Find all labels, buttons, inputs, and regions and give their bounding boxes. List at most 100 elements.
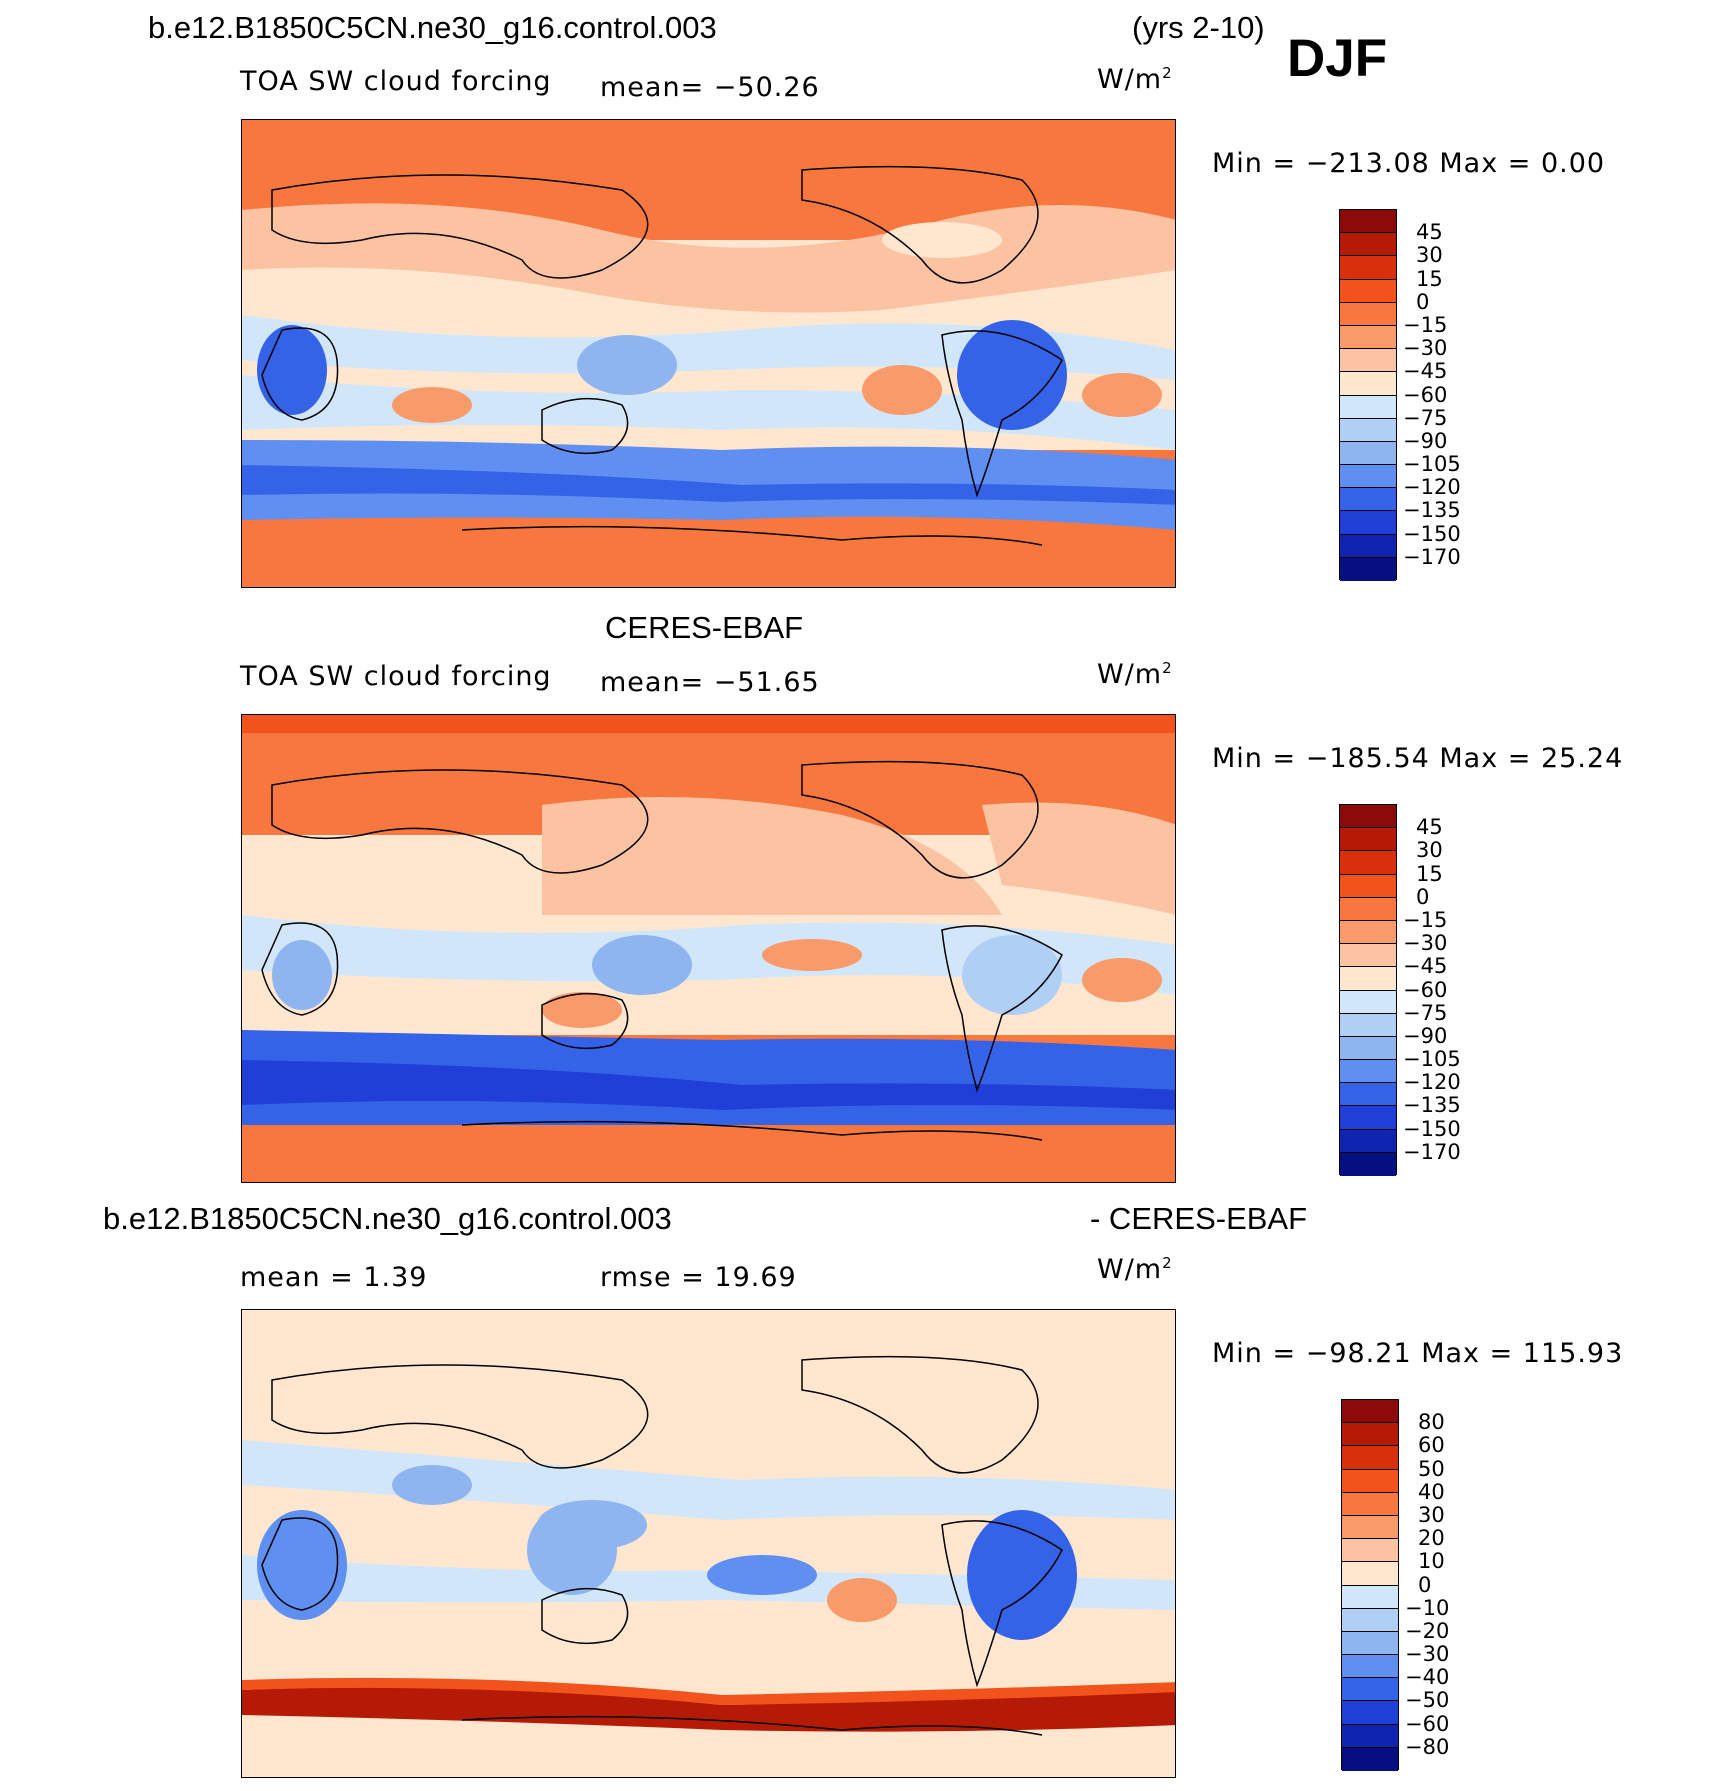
colorbar-tick-label: 0 xyxy=(1416,884,1430,909)
colorbar-swatch xyxy=(1340,805,1396,829)
colorbar-swatch xyxy=(1340,465,1396,489)
panel1-mean: mean= −50.26 xyxy=(600,72,820,103)
colorbar-tick-label: −105 xyxy=(1403,452,1461,477)
colorbar-tick-label: 0 xyxy=(1416,289,1430,314)
colorbar-swatch xyxy=(1340,325,1396,350)
panel3-map xyxy=(241,1309,1176,1778)
season-label: DJF xyxy=(1287,29,1388,88)
colorbar-swatch xyxy=(1340,233,1396,257)
colorbar-swatch xyxy=(1340,349,1396,373)
panel2-map xyxy=(241,714,1176,1183)
colorbar-swatch xyxy=(1340,557,1396,581)
colorbar-tick-label: −20 xyxy=(1405,1618,1450,1643)
colorbar-swatch xyxy=(1340,279,1396,303)
colorbar-swatch xyxy=(1342,1608,1398,1632)
colorbar-swatch xyxy=(1342,1631,1398,1656)
colorbar-swatch xyxy=(1340,1083,1396,1107)
panel2-mean: mean= −51.65 xyxy=(600,667,820,698)
panel3-colorbar: 80 60 50 40 30 20 10 0 −10 −20 −30 −40 −50 −60 −80 xyxy=(1341,1399,1541,1772)
colorbar-tick-label: −30 xyxy=(1403,931,1448,956)
colorbar-tick-label: −75 xyxy=(1403,1000,1448,1025)
panel3-title-left: b.e12.B1850C5CN.ne30_g16.control.003 xyxy=(103,1201,672,1236)
panel3-mean: mean = 1.39 xyxy=(240,1262,428,1293)
colorbar-tick-label: −150 xyxy=(1403,521,1461,546)
colorbar-tick-label: −150 xyxy=(1403,1116,1461,1141)
colorbar-tick-label: −10 xyxy=(1405,1595,1450,1620)
colorbar-swatch xyxy=(1342,1539,1398,1563)
colorbar-swatch xyxy=(1342,1585,1398,1609)
colorbar-swatch xyxy=(1342,1446,1398,1470)
colorbar-swatch xyxy=(1340,874,1396,898)
panel1-colorbar: 45 30 15 0 −15 −30 −45 −60 −75 −90 −105 −120 −135 −15… xyxy=(1339,209,1539,582)
colorbar-swatch xyxy=(1342,1747,1398,1771)
colorbar-swatch xyxy=(1342,1678,1398,1702)
years-label: (yrs 2-10) xyxy=(1132,10,1265,45)
colorbar-swatch xyxy=(1342,1423,1398,1447)
colorbar-tick-label: −50 xyxy=(1405,1688,1450,1713)
colorbar-swatch xyxy=(1340,828,1396,852)
colorbar-tick-label: −30 xyxy=(1403,336,1448,361)
panel3-colorbar-boxes xyxy=(1341,1399,1399,1771)
colorbar-tick-label: −90 xyxy=(1403,1023,1448,1048)
colorbar-swatch xyxy=(1342,1655,1398,1679)
panel1-variable: TOA SW cloud forcing xyxy=(240,66,552,97)
panel2-variable: TOA SW cloud forcing xyxy=(240,661,552,692)
colorbar-tick-label: 40 xyxy=(1418,1479,1445,1504)
colorbar-tick-label: −15 xyxy=(1403,907,1448,932)
colorbar-tick-label: −40 xyxy=(1405,1665,1450,1690)
colorbar-swatch xyxy=(1340,897,1396,921)
colorbar-tick-label: 15 xyxy=(1416,861,1443,886)
panel1-map xyxy=(241,119,1176,588)
colorbar-swatch xyxy=(1342,1400,1398,1424)
panel2-title: CERES-EBAF xyxy=(605,610,804,645)
panel2-minmax: Min = −185.54 Max = 25.24 xyxy=(1212,743,1624,774)
colorbar-swatch xyxy=(1340,256,1396,280)
panel1-units: W/m2 xyxy=(1097,64,1173,95)
colorbar-tick-label: 50 xyxy=(1418,1456,1445,1481)
colorbar-tick-label: 45 xyxy=(1416,815,1443,840)
colorbar-swatch xyxy=(1340,395,1396,419)
colorbar-tick-label: 20 xyxy=(1418,1526,1445,1551)
colorbar-swatch xyxy=(1340,372,1396,396)
colorbar-swatch xyxy=(1342,1701,1398,1725)
case-name-title: b.e12.B1850C5CN.ne30_g16.control.003 xyxy=(148,10,717,45)
colorbar-swatch xyxy=(1340,967,1396,991)
colorbar-tick-label: 30 xyxy=(1418,1502,1445,1527)
colorbar-swatch xyxy=(1340,851,1396,875)
colorbar-tick-label: 30 xyxy=(1416,243,1443,268)
colorbar-tick-label: −60 xyxy=(1403,977,1448,1002)
colorbar-swatch xyxy=(1340,511,1396,535)
colorbar-swatch xyxy=(1340,534,1396,558)
colorbar-swatch xyxy=(1340,920,1396,945)
colorbar-swatch xyxy=(1340,1013,1396,1037)
colorbar-tick-label: −30 xyxy=(1405,1642,1450,1667)
colorbar-tick-label: 30 xyxy=(1416,838,1443,863)
colorbar-tick-label: 45 xyxy=(1416,220,1443,245)
colorbar-swatch xyxy=(1340,302,1396,326)
colorbar-swatch xyxy=(1342,1515,1398,1540)
colorbar-tick-label: 15 xyxy=(1416,266,1443,291)
colorbar-tick-label: −75 xyxy=(1403,405,1448,430)
colorbar-tick-label: −170 xyxy=(1403,544,1461,569)
colorbar-swatch xyxy=(1340,1060,1396,1084)
panel3-minmax: Min = −98.21 Max = 115.93 xyxy=(1212,1338,1624,1369)
colorbar-tick-label: −120 xyxy=(1403,1070,1461,1095)
colorbar-tick-label: −60 xyxy=(1405,1711,1450,1736)
colorbar-tick-label: 60 xyxy=(1418,1433,1445,1458)
colorbar-tick-label: −135 xyxy=(1403,498,1461,523)
colorbar-tick-label: −105 xyxy=(1403,1047,1461,1072)
colorbar-tick-label: −45 xyxy=(1403,359,1448,384)
colorbar-tick-label: −45 xyxy=(1403,954,1448,979)
colorbar-tick-label: −80 xyxy=(1405,1734,1450,1759)
colorbar-tick-label: −60 xyxy=(1403,382,1448,407)
panel1-minmax: Min = −213.08 Max = 0.00 xyxy=(1212,148,1606,179)
colorbar-swatch xyxy=(1340,210,1396,234)
colorbar-tick-label: −170 xyxy=(1403,1139,1461,1164)
colorbar-swatch xyxy=(1340,1036,1396,1061)
colorbar-tick-label: −135 xyxy=(1403,1093,1461,1118)
colorbar-swatch xyxy=(1342,1492,1398,1516)
colorbar-tick-label: 80 xyxy=(1418,1410,1445,1435)
colorbar-swatch xyxy=(1340,441,1396,466)
panel3-rmse: rmse = 19.69 xyxy=(600,1262,797,1293)
colorbar-tick-label: −90 xyxy=(1403,428,1448,453)
